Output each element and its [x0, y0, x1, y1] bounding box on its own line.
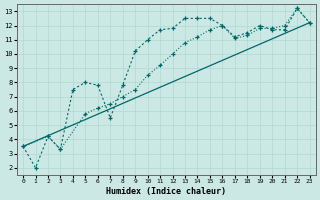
- X-axis label: Humidex (Indice chaleur): Humidex (Indice chaleur): [106, 187, 226, 196]
